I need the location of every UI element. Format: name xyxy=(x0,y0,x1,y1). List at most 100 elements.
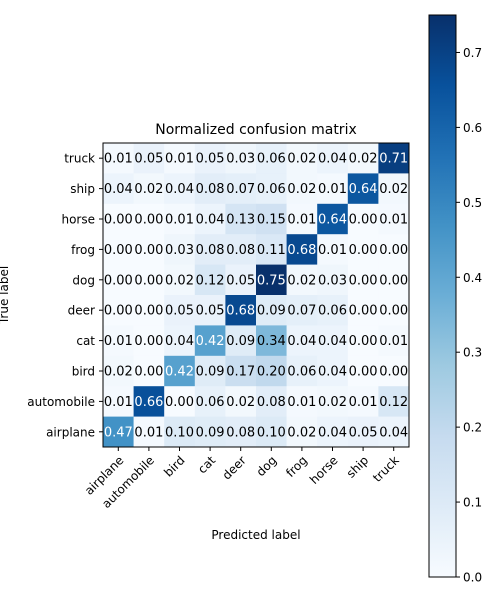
matrix-cell xyxy=(164,295,196,326)
colorbar-tick-label: 0.6 xyxy=(463,121,482,135)
matrix-cell xyxy=(225,143,257,174)
matrix-cell xyxy=(225,295,257,326)
cell-value-label: 0.71 xyxy=(379,152,408,167)
cell-value-label: 0.08 xyxy=(257,395,286,410)
cell-value-label: 0.06 xyxy=(257,152,286,167)
matrix-cell xyxy=(317,355,349,387)
x-axis-label: Predicted label xyxy=(211,528,300,542)
matrix-cell xyxy=(256,295,287,326)
cell-value-label: 0.64 xyxy=(349,182,378,197)
matrix-cell xyxy=(225,264,257,296)
cell-value-label: 0.00 xyxy=(134,334,163,349)
matrix-cell xyxy=(286,173,318,205)
x-tick-label: deer xyxy=(220,453,249,482)
matrix-cell xyxy=(164,264,196,296)
cell-value-label: 0.00 xyxy=(104,273,133,288)
cell-value-label: 0.03 xyxy=(226,152,255,167)
cell-value-label: 0.68 xyxy=(287,243,316,258)
cell-value-label: 0.02 xyxy=(226,395,255,410)
cell-value-label: 0.00 xyxy=(349,213,378,228)
cell-value-label: 0.12 xyxy=(196,273,225,288)
cell-value-label: 0.05 xyxy=(165,304,194,319)
cell-value-label: 0.10 xyxy=(165,425,194,440)
matrix-cell xyxy=(103,234,134,265)
matrix-cell xyxy=(194,264,226,296)
matrix-cell xyxy=(347,264,379,296)
x-tick-label: ship xyxy=(344,453,371,480)
cell-value-label: 0.04 xyxy=(318,152,347,167)
x-tick-label: cat xyxy=(195,453,218,476)
matrix-cell xyxy=(347,355,379,387)
cell-value-label: 0.00 xyxy=(104,243,133,258)
matrix-cell xyxy=(378,416,410,448)
cell-value-label: 0.15 xyxy=(257,213,286,228)
cell-value-label: 0.07 xyxy=(226,182,255,197)
matrix-cell xyxy=(194,416,226,448)
matrix-cell xyxy=(378,203,410,235)
cell-value-label: 0.03 xyxy=(318,273,347,288)
cell-value-label: 0.07 xyxy=(287,304,316,319)
matrix-cell xyxy=(256,203,287,235)
cell-value-label: 0.20 xyxy=(257,365,286,380)
matrix-cell xyxy=(164,173,196,205)
matrix-cell xyxy=(225,325,257,357)
matrix-cell xyxy=(378,295,410,326)
colorbar-tick-label: 0.0 xyxy=(463,571,482,585)
cell-value-label: 0.04 xyxy=(196,213,225,228)
y-tick-label: truck xyxy=(64,152,95,166)
cell-value-label: 0.00 xyxy=(165,395,194,410)
matrix-cell xyxy=(225,173,257,205)
matrix-cell xyxy=(133,416,165,448)
cell-value-label: 0.02 xyxy=(287,152,316,167)
matrix-cell xyxy=(164,143,196,174)
matrix-cell xyxy=(194,386,226,417)
colorbar-tick-label: 0.2 xyxy=(463,421,482,435)
y-tick-label: automobile xyxy=(27,395,95,409)
cell-value-label: 0.01 xyxy=(379,213,408,228)
matrix-cell xyxy=(103,264,134,296)
matrix-cell xyxy=(286,416,318,448)
cell-value-label: 0.05 xyxy=(134,152,163,167)
matrix-cell xyxy=(347,234,379,265)
matrix-cell xyxy=(347,416,379,448)
colorbar-tick-label: 0.3 xyxy=(463,346,482,360)
matrix-cell xyxy=(317,295,349,326)
matrix-cell xyxy=(133,325,165,357)
cell-value-label: 0.00 xyxy=(349,365,378,380)
cell-value-label: 0.04 xyxy=(287,334,316,349)
matrix-cell xyxy=(378,325,410,357)
matrix-cell xyxy=(347,173,379,205)
cell-value-label: 0.03 xyxy=(165,243,194,258)
matrix-cell-labels: 0.01 0.05 0.01 0.05 0.03 0.06 0.02 0.04 0.02 0.71… xyxy=(104,152,408,441)
matrix-cell xyxy=(347,325,379,357)
matrix-cell xyxy=(103,355,134,387)
cell-value-label: 0.05 xyxy=(349,425,378,440)
matrix-cell xyxy=(103,295,134,326)
cell-value-label: 0.00 xyxy=(379,273,408,288)
cell-value-label: 0.01 xyxy=(165,152,194,167)
matrix-cell xyxy=(194,203,226,235)
matrix-cell xyxy=(194,173,226,205)
matrix-cell xyxy=(317,234,349,265)
cell-value-label: 0.04 xyxy=(318,334,347,349)
matrix-cell xyxy=(378,234,410,265)
y-tick-label: horse xyxy=(61,213,95,227)
matrix-cell xyxy=(256,173,287,205)
cell-value-label: 0.13 xyxy=(226,213,255,228)
cell-value-label: 0.06 xyxy=(257,182,286,197)
colorbar-ticks: 0.0 0.1 0.2 0.3 0.4 0.5 0.6 0.7 xyxy=(456,46,482,585)
cell-value-label: 0.04 xyxy=(379,425,408,440)
cell-value-label: 0.00 xyxy=(349,243,378,258)
cell-value-label: 0.01 xyxy=(104,395,133,410)
y-tick-label: dog xyxy=(72,273,95,287)
cell-value-label: 0.01 xyxy=(379,334,408,349)
cell-value-label: 0.00 xyxy=(379,243,408,258)
matrix-cell xyxy=(164,203,196,235)
matrix-cell xyxy=(286,203,318,235)
cell-value-label: 0.08 xyxy=(196,243,225,258)
cell-value-label: 0.00 xyxy=(134,304,163,319)
y-tick-label: ship xyxy=(70,182,95,196)
matrix-cells xyxy=(103,143,410,448)
cell-value-label: 0.47 xyxy=(104,425,133,440)
